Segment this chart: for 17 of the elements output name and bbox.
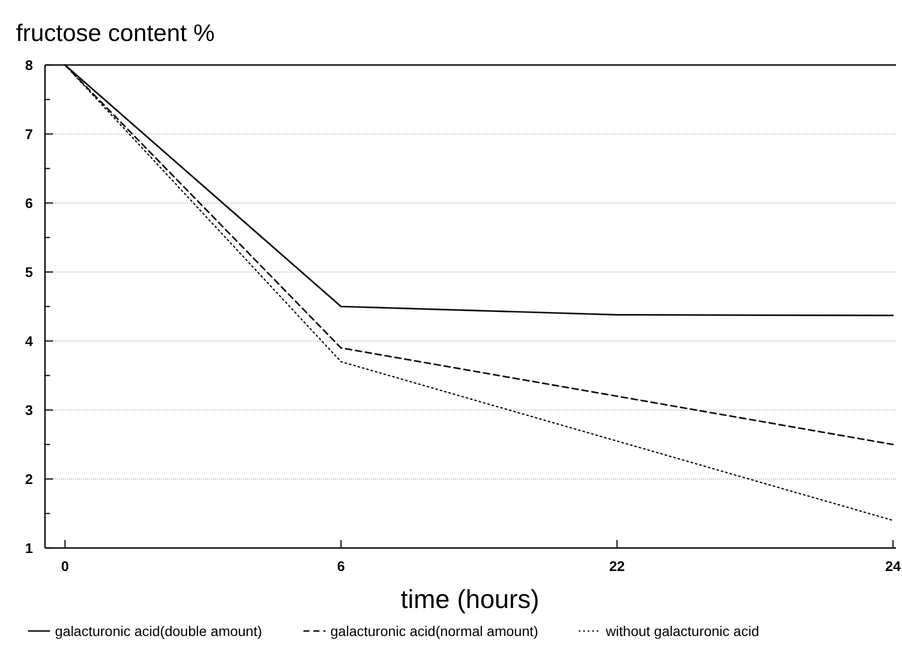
y-tick-label: 8 — [25, 57, 34, 73]
legend-label: without galacturonic acid — [604, 623, 760, 639]
legend-label: galacturonic acid(double amount) — [55, 623, 262, 639]
y-tick-label: 7 — [25, 126, 34, 142]
y-tick-label: 6 — [25, 195, 34, 211]
y-tick-label: 1 — [25, 540, 34, 556]
y-axis-title: fructose content % — [16, 20, 215, 47]
legend-label: galacturonic acid(normal amount) — [330, 623, 538, 639]
x-tick-label: 24 — [885, 558, 901, 574]
y-tick-label: 2 — [25, 471, 34, 487]
x-axis-title: time (hours) — [400, 584, 540, 614]
x-tick-label: 22 — [609, 558, 625, 574]
x-tick-label: 6 — [337, 558, 346, 574]
y-tick-label: 3 — [25, 402, 34, 418]
y-tick-label: 5 — [25, 264, 34, 280]
x-tick-label: 0 — [61, 558, 70, 574]
y-tick-label: 4 — [25, 333, 34, 349]
